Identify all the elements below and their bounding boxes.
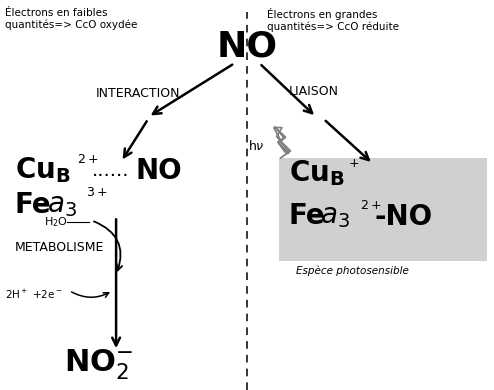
Text: 2H$^+$ +2e$^-$: 2H$^+$ +2e$^-$ [5,288,62,301]
Text: -NO: -NO [374,203,433,231]
Text: Électrons en grandes
quantités=> CcO réduite: Électrons en grandes quantités=> CcO réd… [267,8,399,32]
Text: NO: NO [216,30,278,64]
Text: H$_2$O: H$_2$O [44,215,68,229]
Text: $^{3+}$: $^{3+}$ [86,188,108,206]
Text: INTERACTION: INTERACTION [96,87,181,100]
Text: Cu$_{\mathbf{B}}$: Cu$_{\mathbf{B}}$ [289,159,345,188]
Text: Fe: Fe [15,191,51,219]
Text: Fe: Fe [289,202,326,230]
FancyBboxPatch shape [279,158,487,261]
Text: Cu$_{\mathbf{B}}$: Cu$_{\mathbf{B}}$ [15,155,71,184]
Text: NO: NO [136,157,182,185]
Text: LIAISON: LIAISON [289,85,339,98]
Text: METABOLISME: METABOLISME [15,241,104,254]
Text: $^{+}$: $^{+}$ [348,158,360,176]
Text: $a_3$: $a_3$ [320,202,350,230]
Text: $a_3$: $a_3$ [47,191,77,219]
Text: h$\nu$: h$\nu$ [248,139,265,153]
Text: Électrons en faibles
quantités=> CcO oxydée: Électrons en faibles quantités=> CcO oxy… [5,8,137,30]
Text: ......: ...... [91,161,129,180]
Text: Espèce photosensible: Espèce photosensible [296,266,409,276]
Text: $^{2+}$: $^{2+}$ [360,201,381,219]
Text: $^{2+}$: $^{2+}$ [77,155,98,173]
Text: NO$_2^{-}$: NO$_2^{-}$ [64,347,133,382]
